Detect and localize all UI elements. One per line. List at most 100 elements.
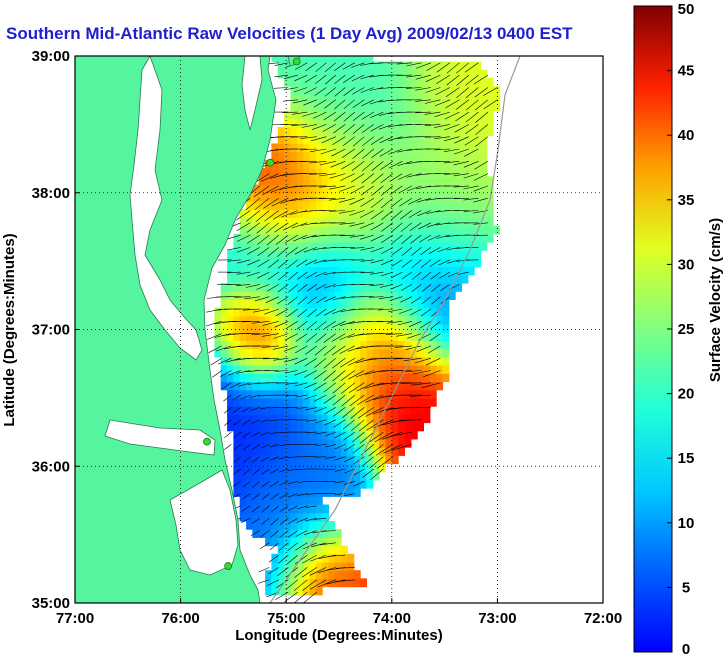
velocity-cell xyxy=(309,422,317,432)
velocity-cell xyxy=(284,118,291,128)
velocity-cell xyxy=(448,266,456,276)
velocity-cell xyxy=(372,414,380,424)
velocity-arrow xyxy=(453,173,469,177)
velocity-cell xyxy=(341,447,348,456)
velocity-cell xyxy=(372,307,380,317)
velocity-cell xyxy=(334,225,342,235)
velocity-cell xyxy=(303,348,310,358)
velocity-cell xyxy=(271,438,279,448)
velocity-cell xyxy=(372,250,380,259)
velocity-cell xyxy=(334,365,342,374)
velocity-cell xyxy=(265,471,272,481)
velocity-cell xyxy=(315,127,323,136)
velocity-cell xyxy=(417,291,424,300)
velocity-cell xyxy=(233,258,241,268)
velocity-cell xyxy=(398,356,405,366)
velocity-cell xyxy=(284,381,291,391)
velocity-cell xyxy=(290,315,298,325)
velocity-arrow xyxy=(335,567,355,569)
velocity-cell xyxy=(480,192,488,202)
velocity-cell xyxy=(258,365,266,374)
velocity-arrow xyxy=(274,370,289,372)
velocity-cell xyxy=(379,94,386,104)
velocity-cell xyxy=(309,397,317,407)
velocity-cell xyxy=(246,479,253,489)
velocity-arrow xyxy=(388,161,403,169)
velocity-cell xyxy=(309,496,317,506)
velocity-arrow xyxy=(313,394,327,402)
velocity-cell xyxy=(398,151,405,161)
velocity-arrow xyxy=(266,234,279,246)
velocity-arrow xyxy=(227,247,241,251)
velocity-cell xyxy=(366,348,374,358)
velocity-cell xyxy=(315,225,323,235)
velocity-cell xyxy=(233,348,241,358)
velocity-arrow xyxy=(341,161,355,170)
velocity-cell xyxy=(290,438,298,448)
velocity-cell xyxy=(372,381,380,391)
velocity-cell xyxy=(328,118,336,128)
velocity-cell xyxy=(493,94,501,104)
velocity-cell xyxy=(423,356,431,366)
velocity-cell xyxy=(448,118,456,128)
velocity-cell xyxy=(461,217,469,227)
velocity-cell xyxy=(461,127,469,136)
velocity-arrow xyxy=(334,456,346,461)
velocity-cell xyxy=(271,143,279,153)
velocity-cell xyxy=(347,356,355,366)
velocity-arrow xyxy=(279,530,289,538)
velocity-cell xyxy=(486,201,494,210)
velocity-arrow xyxy=(324,99,336,109)
velocity-cell xyxy=(442,192,450,202)
velocity-cell xyxy=(436,118,444,128)
velocity-arrow xyxy=(233,456,241,463)
velocity-cell xyxy=(328,110,336,120)
velocity-cell xyxy=(239,307,247,317)
velocity-cell xyxy=(227,283,234,292)
velocity-cell xyxy=(239,381,247,391)
velocity-cell xyxy=(322,406,329,415)
velocity-cell xyxy=(398,201,405,210)
velocity-cell xyxy=(271,307,279,317)
velocity-arrow xyxy=(473,173,489,181)
velocity-cell xyxy=(296,56,304,63)
velocity-cell xyxy=(315,299,323,309)
velocity-cell xyxy=(309,315,317,325)
velocity-cell xyxy=(385,69,393,79)
velocity-cell xyxy=(271,225,279,235)
velocity-cell xyxy=(328,143,336,153)
velocity-cell xyxy=(360,274,367,284)
velocity-arrow xyxy=(251,517,260,525)
velocity-arrow xyxy=(257,234,270,245)
velocity-cell xyxy=(284,324,291,333)
velocity-cell xyxy=(258,488,266,497)
velocity-cell xyxy=(398,209,405,218)
velocity-cell xyxy=(246,348,253,358)
velocity-cell xyxy=(442,86,450,95)
velocity-arrow xyxy=(473,74,489,85)
velocity-arrow xyxy=(453,148,469,155)
velocity-cell xyxy=(448,61,456,71)
velocity-arrow xyxy=(332,394,346,406)
velocity-cell xyxy=(417,201,424,210)
colorbar-tick-label: 45 xyxy=(678,63,695,80)
velocity-cell xyxy=(448,209,456,218)
velocity-cell xyxy=(296,86,304,95)
velocity-arrow xyxy=(296,505,308,510)
velocity-cell xyxy=(341,570,348,579)
velocity-arrow xyxy=(379,148,394,157)
velocity-cell xyxy=(385,250,393,259)
velocity-cell xyxy=(265,192,272,202)
velocity-cell xyxy=(391,422,399,432)
velocity-arrow xyxy=(465,74,479,86)
velocity-arrow xyxy=(412,370,431,375)
velocity-cell xyxy=(290,397,298,407)
velocity-arrow xyxy=(325,444,336,448)
velocity-arrow xyxy=(391,234,403,244)
velocity-cell xyxy=(322,455,329,465)
velocity-cell xyxy=(372,168,380,177)
velocity-field xyxy=(206,56,501,603)
velocity-cell xyxy=(303,471,310,481)
velocity-arrow xyxy=(257,259,270,268)
velocity-cell xyxy=(296,586,304,596)
